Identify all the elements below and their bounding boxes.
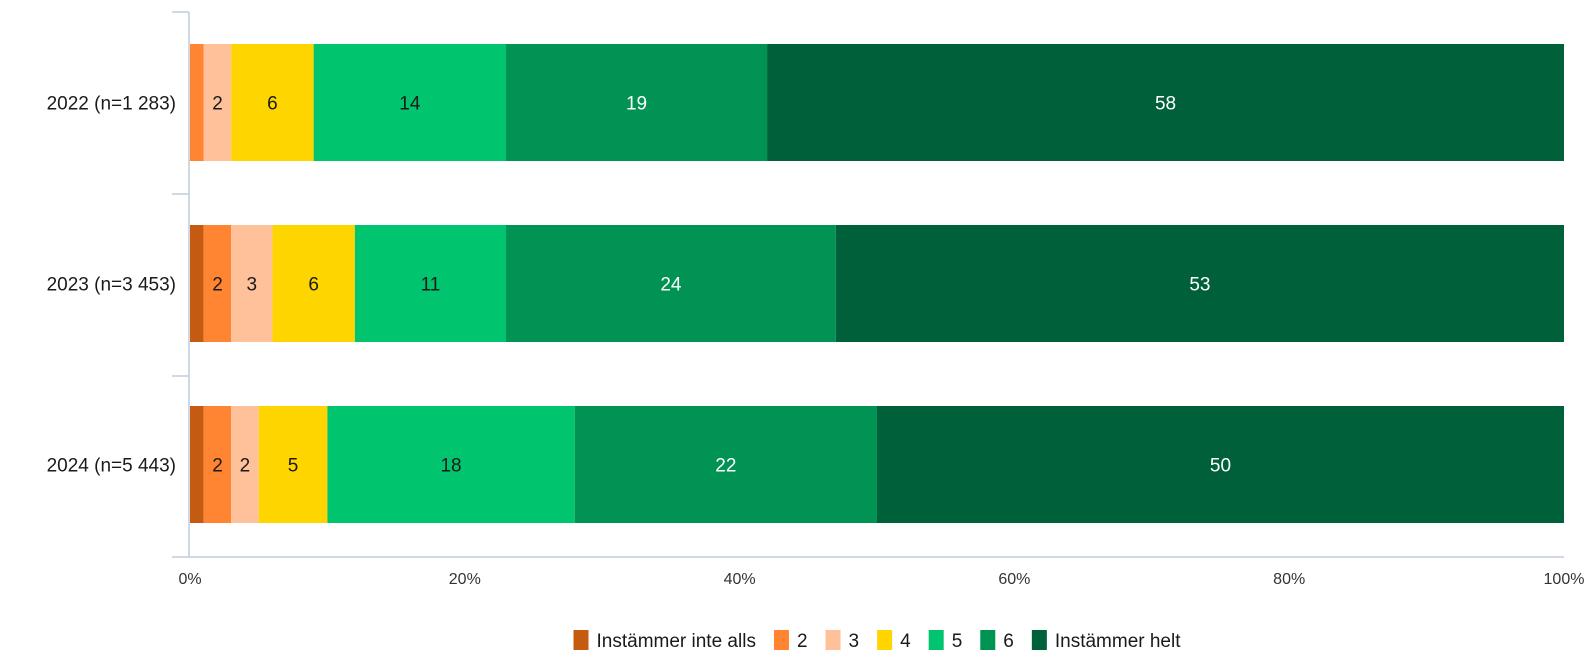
legend-item-4: 4 — [877, 630, 911, 652]
category-label: 2024 (n=5 443) — [47, 456, 176, 477]
bar-segment-inst-mmer-helt — [877, 406, 1564, 523]
legend-label: 3 — [849, 631, 860, 652]
bar-segment-2 — [203, 406, 232, 523]
bar-segment-5 — [327, 406, 575, 523]
data-label: 19 — [626, 94, 647, 115]
bar-segment-2 — [203, 225, 232, 342]
legend-item-inst-mmer-inte-alls: Instämmer inte alls — [573, 630, 756, 652]
axes-group: 2022 (n=1 283) 2023 (n=3 453) 2024 (n=5 44… — [47, 11, 1585, 588]
legend-swatch — [877, 630, 893, 650]
x-tick-label: 20% — [449, 571, 481, 588]
bar-segment-inst-mmer-inte-alls — [190, 225, 204, 342]
x-tick-label: 80% — [1273, 571, 1305, 588]
bar-segment-4 — [258, 406, 328, 523]
legend-item-inst-mmer-helt: Instämmer helt — [1031, 630, 1181, 652]
bars-group: 2 6 14 19 582 3 6 11 24 532 2 5 18 22 50 — [190, 44, 1564, 523]
legend-label: 4 — [900, 631, 911, 652]
bar-segment-4 — [231, 44, 314, 161]
data-label: 53 — [1189, 275, 1210, 296]
legend-label: 2 — [797, 631, 808, 652]
bar-segment-3 — [231, 225, 273, 342]
legend-label: 6 — [1003, 631, 1014, 652]
bar-segment-4 — [272, 225, 355, 342]
bar-segment-5 — [313, 44, 507, 161]
data-label: 50 — [1210, 456, 1231, 477]
bar-segment-3 — [203, 44, 232, 161]
legend-swatch — [573, 630, 589, 650]
legend-item-3: 3 — [825, 630, 860, 652]
bar-segment-6 — [574, 406, 877, 523]
data-label: 6 — [267, 94, 278, 115]
data-label: 11 — [421, 275, 441, 296]
x-tick-label: 60% — [998, 571, 1030, 588]
bar-segment-2 — [190, 44, 204, 161]
legend-swatch — [773, 630, 789, 650]
data-label: 18 — [440, 456, 461, 477]
legend-item-6: 6 — [980, 630, 1014, 652]
data-label: 58 — [1155, 94, 1176, 115]
bar-segment-5 — [354, 225, 507, 342]
category-label: 2022 (n=1 283) — [47, 94, 176, 115]
legend-item-2: 2 — [773, 630, 808, 652]
bar-segment-6 — [506, 225, 836, 342]
data-label: 2 — [212, 456, 223, 477]
bar-segment-inst-mmer-helt — [767, 44, 1564, 161]
legend: Instämmer inte alls 2 3 4 5 6 Instämmer helt — [573, 630, 1181, 652]
legend-label: Instämmer helt — [1055, 631, 1181, 652]
bar-segment-inst-mmer-inte-alls — [190, 406, 204, 523]
category-label: 2023 (n=3 453) — [47, 275, 176, 296]
bar-segment-6 — [506, 44, 768, 161]
bar-segment-inst-mmer-helt — [835, 225, 1564, 342]
legend-swatch — [825, 630, 841, 650]
data-label: 22 — [715, 456, 736, 477]
data-label: 24 — [660, 275, 682, 296]
data-label: 5 — [288, 456, 299, 477]
legend-swatch — [1031, 630, 1047, 650]
legend-swatch — [980, 630, 996, 650]
data-label: 2 — [212, 94, 223, 115]
legend-label: Instämmer inte alls — [597, 631, 756, 652]
data-label: 6 — [308, 275, 319, 296]
legend-label: 5 — [952, 631, 963, 652]
legend-swatch — [928, 630, 944, 650]
x-tick-label: 100% — [1544, 571, 1585, 588]
data-label: 2 — [240, 456, 251, 477]
data-label: 14 — [399, 94, 421, 115]
x-tick-label: 0% — [178, 571, 201, 588]
bar-segment-3 — [231, 406, 259, 523]
data-label: 2 — [212, 275, 223, 296]
x-tick-label: 40% — [724, 571, 756, 588]
legend-item-5: 5 — [928, 630, 963, 652]
data-label: 3 — [247, 275, 258, 296]
